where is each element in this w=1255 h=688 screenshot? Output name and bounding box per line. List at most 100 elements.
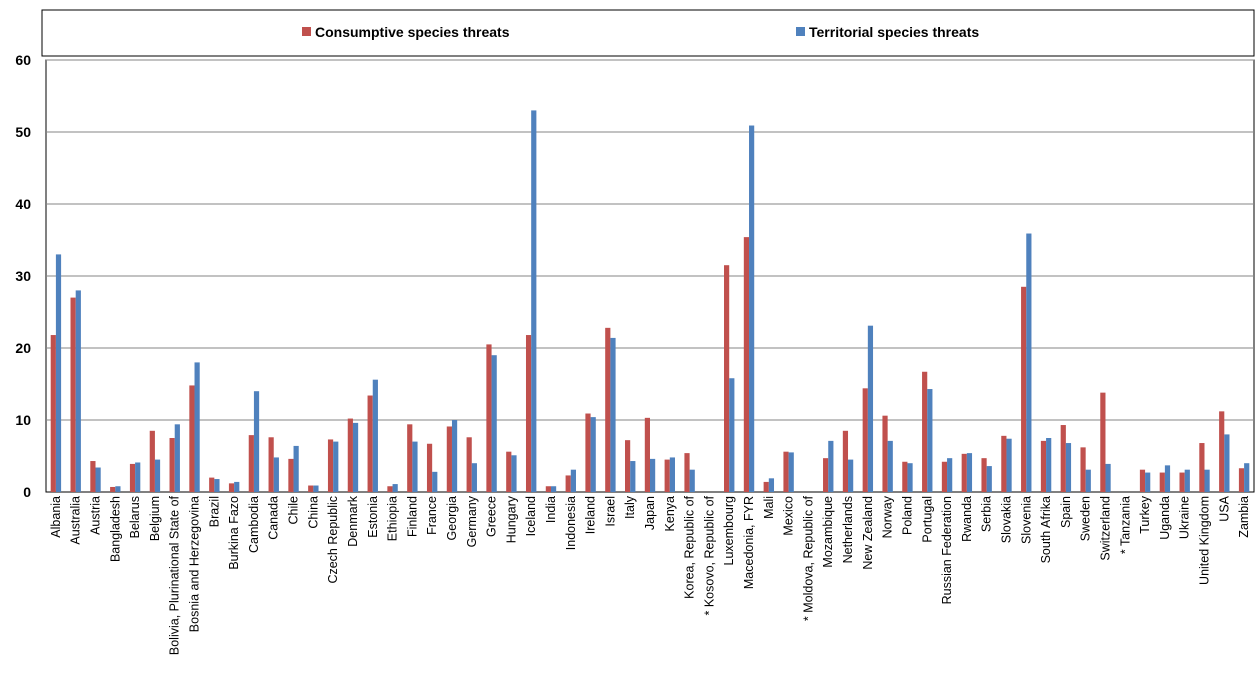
bar-consumptive <box>1219 411 1225 492</box>
bar-territorial <box>1026 233 1032 492</box>
bar-territorial <box>887 440 893 492</box>
bar-consumptive <box>327 439 334 492</box>
x-tick-label: Japan <box>643 496 657 530</box>
bar-territorial <box>788 452 794 492</box>
bar-territorial <box>95 467 101 492</box>
x-tick-label: Netherlands <box>841 496 855 563</box>
bar-territorial <box>669 457 675 492</box>
bar-territorial <box>1164 465 1171 492</box>
bar-territorial <box>491 355 497 492</box>
bar-territorial <box>927 389 933 492</box>
x-tick-label: Macedonia, FYR <box>742 496 756 589</box>
bar-consumptive <box>644 417 650 492</box>
bars <box>50 110 1250 493</box>
bar-territorial <box>392 484 398 492</box>
bar-territorial <box>630 461 636 492</box>
x-tick-label: Mali <box>762 496 776 519</box>
bar-territorial <box>1105 463 1111 492</box>
x-tick-label: Portugal <box>920 496 934 543</box>
bar-consumptive <box>268 437 274 492</box>
bar-territorial <box>610 337 616 492</box>
bar-consumptive <box>1139 469 1146 492</box>
bar-consumptive <box>545 486 551 492</box>
bar-consumptive <box>1100 392 1106 492</box>
x-tick-label: Albania <box>49 496 63 538</box>
bar-territorial <box>1085 469 1091 492</box>
x-tick-label: Turkey <box>1138 495 1152 533</box>
bar-consumptive <box>288 458 294 492</box>
x-tick-label: Russian Federation <box>940 496 954 604</box>
x-tick-label: Ukraine <box>1178 496 1192 539</box>
x-tick-label: Indonesia <box>564 496 578 550</box>
x-tick-label: Denmark <box>346 495 360 546</box>
x-tick-label: Greece <box>485 496 499 537</box>
x-tick-label: Ireland <box>584 496 598 534</box>
bar-territorial <box>234 481 240 492</box>
bar-consumptive <box>486 344 492 492</box>
x-tick-label: Kenya <box>663 496 677 531</box>
bar-territorial <box>590 417 596 492</box>
bar-consumptive <box>189 385 195 492</box>
bar-territorial <box>154 459 161 492</box>
x-tick-label: France <box>425 496 439 535</box>
x-tick-label: Poland <box>900 496 914 535</box>
x-tick-label: Norway <box>881 495 895 538</box>
bar-consumptive <box>426 443 433 492</box>
x-tick-label: Spain <box>1059 496 1073 528</box>
bar-territorial <box>550 486 557 492</box>
bar-territorial <box>729 378 735 492</box>
bar-consumptive <box>1179 472 1185 492</box>
x-tick-label: Czech Republic <box>326 496 340 584</box>
bar-consumptive <box>763 481 769 492</box>
bar-consumptive <box>110 486 116 492</box>
legend-swatch-consumptive <box>302 27 311 36</box>
bar-consumptive <box>1238 468 1245 492</box>
x-tick-label: Mexico <box>782 496 796 536</box>
bar-territorial <box>828 440 834 492</box>
bar-territorial <box>432 471 438 492</box>
x-tick-label: Hungary <box>504 495 518 543</box>
x-tick-label: South Afrika <box>1039 496 1053 563</box>
bar-consumptive <box>1080 447 1086 492</box>
bar-territorial <box>194 362 200 492</box>
bar-territorial <box>1204 469 1210 492</box>
bar-consumptive <box>862 388 868 492</box>
bar-consumptive <box>605 327 611 492</box>
x-tick-label: Estonia <box>366 496 380 538</box>
bar-territorial <box>471 463 477 492</box>
bar-territorial <box>947 458 953 492</box>
bar-consumptive <box>981 458 987 492</box>
bar-consumptive <box>466 437 472 492</box>
x-tick-label: Slovakia <box>999 496 1013 543</box>
x-tick-label: Chile <box>287 496 301 525</box>
x-tick-label: Georgia <box>445 496 459 541</box>
bar-consumptive <box>446 426 452 492</box>
bar-consumptive <box>149 430 155 492</box>
x-tick-label: Zambia <box>1237 496 1251 538</box>
x-tick-label: Bangladesh <box>108 496 122 562</box>
bar-territorial <box>412 441 418 492</box>
x-tick-label: Uganda <box>1158 496 1172 540</box>
bar-consumptive <box>1060 425 1066 492</box>
bar-consumptive <box>407 424 413 492</box>
bar-consumptive <box>367 395 373 492</box>
bar-territorial <box>570 469 576 492</box>
legend-label-territorial: Territorial species threats <box>809 24 979 40</box>
bar-territorial <box>986 466 992 492</box>
bar-consumptive <box>1021 286 1027 492</box>
x-tick-label: Sweden <box>1079 496 1093 541</box>
x-tick-label: Slovenia <box>1019 496 1033 544</box>
bar-consumptive <box>129 463 136 492</box>
x-tick-label: United Kingdom <box>1197 496 1211 585</box>
legend-box <box>41 9 1255 57</box>
bar-territorial <box>768 478 775 492</box>
y-tick-label: 0 <box>23 484 31 500</box>
bar-consumptive <box>228 483 235 492</box>
bar-consumptive <box>882 415 888 492</box>
bar-consumptive <box>209 477 215 492</box>
bar-territorial <box>1006 438 1012 492</box>
bar-territorial <box>115 486 121 492</box>
bar-territorial <box>848 459 854 492</box>
y-tick-label: 30 <box>15 268 31 284</box>
